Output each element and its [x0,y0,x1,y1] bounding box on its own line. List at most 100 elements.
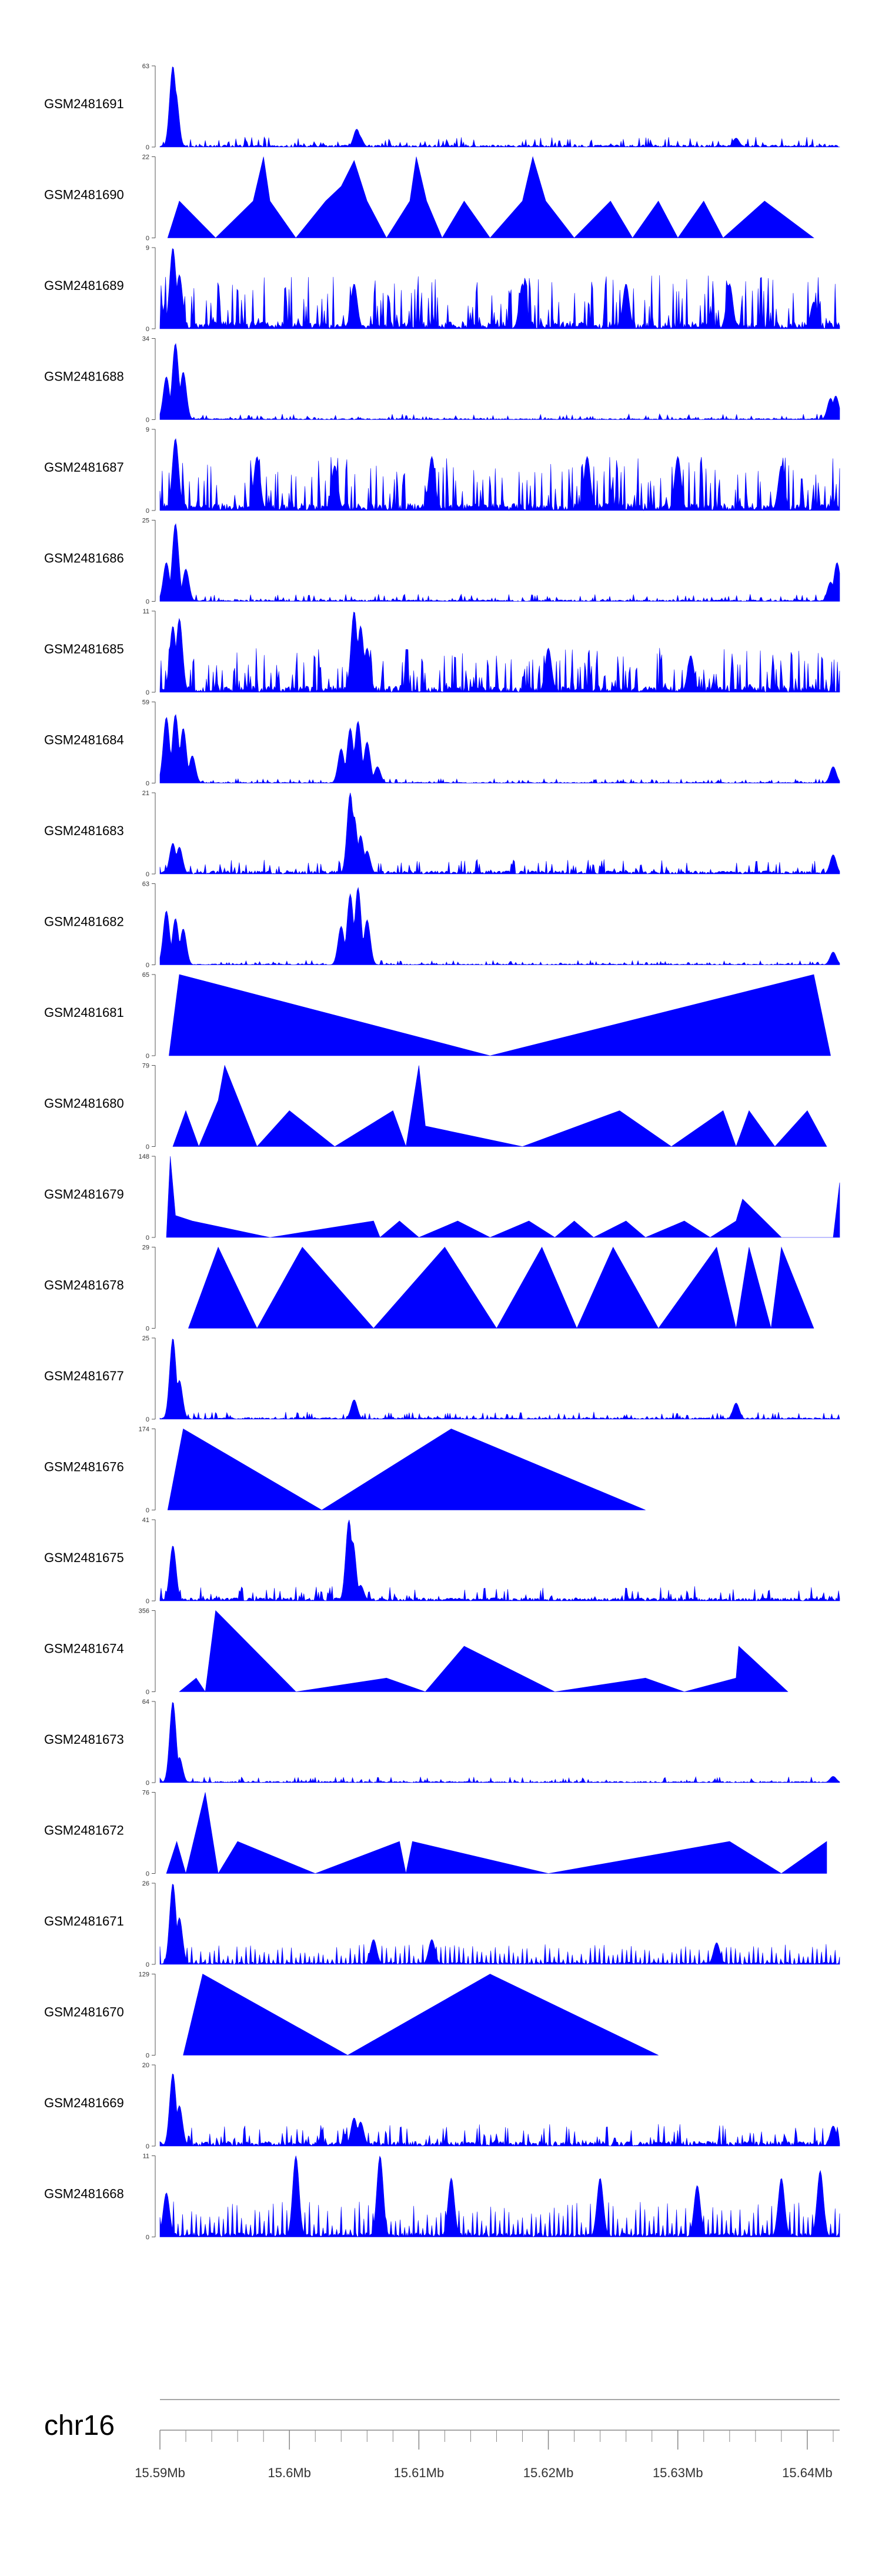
track-ymax-label: 20 [142,2062,149,2069]
track-ymax-label: 9 [146,426,149,433]
track-signal-area [159,887,840,966]
track-label: GSM2481672 [44,1823,124,1838]
track-ymax-label: 41 [142,1517,149,1524]
track-ymax-label: 64 [142,1699,149,1706]
track: GSM2481678 29 0 [44,1244,814,1333]
track-ymax-label: 174 [139,1426,149,1433]
track: GSM2481688 34 0 [44,336,840,424]
track-ymax-label: 129 [139,1971,149,1978]
track-label: GSM2481681 [44,1005,124,1020]
track-signal-area [159,612,840,693]
track: GSM2481683 21 0 [44,790,840,878]
track-label: GSM2481677 [44,1369,124,1383]
chromosome-label: chr16 [44,2410,115,2441]
track-signal-area [159,1702,840,1783]
axis-tick-label: 15.61Mb [394,2465,445,2480]
track-ymax-label: 59 [142,699,149,706]
track-label: GSM2481684 [44,733,124,748]
track-ymax-label: 9 [146,245,149,252]
track-label: GSM2481669 [44,2095,124,2110]
track-label: GSM2481688 [44,369,124,384]
track-ymin-label: 0 [146,1780,149,1787]
track-ymin-label: 0 [146,508,149,515]
axis-tick-label: 15.64Mb [782,2465,833,2480]
track: GSM2481681 65 0 [44,972,831,1060]
track-signal-area [179,1610,789,1693]
track-signal-area [159,2073,840,2147]
track: GSM2481689 9 0 [44,245,840,333]
track-ymin-label: 0 [146,1871,149,1878]
track-ymax-label: 26 [142,1880,149,1887]
track: GSM2481674 356 0 [44,1608,789,1696]
track: GSM2481680 79 0 [44,1063,827,1151]
track-ymin-label: 0 [146,1326,149,1333]
track-label: GSM2481690 [44,188,124,202]
track-ymax-label: 22 [142,154,149,161]
track-signal-area [159,714,840,783]
track-ymin-label: 0 [146,1689,149,1696]
track: GSM2481670 129 0 [44,1971,659,2060]
track-ymin-label: 0 [146,326,149,333]
track-signal-area [159,66,840,148]
track: GSM2481679 148 0 [44,1153,840,1242]
track-ymin-label: 0 [146,2053,149,2060]
track-ymin-label: 0 [146,689,149,696]
track: GSM2481691 63 0 [44,63,840,151]
track-label: GSM2481676 [44,1460,124,1474]
track-ymin-label: 0 [146,962,149,969]
track: GSM2481673 64 0 [44,1699,840,1787]
track: GSM2481685 11 0 [44,608,840,696]
axis-tick-label: 15.63Mb [653,2465,703,2480]
track: GSM2481682 63 0 [44,881,840,969]
track-ymax-label: 76 [142,1790,149,1797]
track-ymin-label: 0 [146,417,149,424]
track-ymin-label: 0 [146,1961,149,1968]
track-signal-area [169,974,831,1056]
track-label: GSM2481668 [44,2187,124,2201]
track: GSM2481687 9 0 [44,426,840,515]
axis-tick-label: 15.6Mb [268,2465,310,2480]
track-label: GSM2481671 [44,1914,124,1928]
track-signal-area [159,2155,840,2238]
track-label: GSM2481675 [44,1550,124,1565]
track-label: GSM2481683 [44,823,124,838]
track-signal-area [159,1520,840,1601]
track-ymin-label: 0 [146,1144,149,1151]
track-signal-area [166,1156,840,1238]
track-signal-area [159,248,840,329]
track-label: GSM2481679 [44,1187,124,1202]
track-ymin-label: 0 [146,1053,149,1060]
track-signal-area [183,1974,659,2056]
track-ymin-label: 0 [146,1507,149,1514]
track-label: GSM2481691 [44,96,124,111]
track-ymax-label: 63 [142,881,149,888]
track-ymax-label: 11 [143,608,149,615]
tracks-group: GSM2481691630GSM2481690220GSM248168990GS… [44,63,840,2241]
track-label: GSM2481670 [44,2005,124,2020]
track-label: GSM2481689 [44,278,124,293]
track-label: GSM2481687 [44,460,124,475]
genome-axis: chr16 15.59Mb 15.6Mb 15.61Mb 15.62Mb 15.63Mb… [44,2399,840,2480]
track-ymin-label: 0 [146,1598,149,1605]
track-ymax-label: 148 [139,1153,149,1160]
track-signal-area [188,1246,814,1329]
track-ymax-label: 79 [142,1063,149,1070]
track: GSM2481676 174 0 [44,1426,646,1514]
track-signal-area [167,1429,646,1510]
track-ymin-label: 0 [146,871,149,878]
track-ymin-label: 0 [146,599,149,606]
track-label: GSM2481674 [44,1641,124,1656]
track-ymax-label: 21 [142,790,149,797]
track-signal-area [159,343,840,421]
track-label: GSM2481678 [44,1278,124,1293]
track-ymax-label: 29 [142,1244,149,1252]
track-ymin-label: 0 [146,235,149,242]
track-ymax-label: 65 [142,972,149,979]
track-signal-area [159,792,840,875]
track-signal-area [172,1065,827,1147]
track-label: GSM2481682 [44,915,124,929]
track-ymin-label: 0 [146,1234,149,1242]
track-signal-area [166,1792,827,1874]
track: GSM2481671 26 0 [44,1880,840,1968]
track-label: GSM2481673 [44,1732,124,1747]
